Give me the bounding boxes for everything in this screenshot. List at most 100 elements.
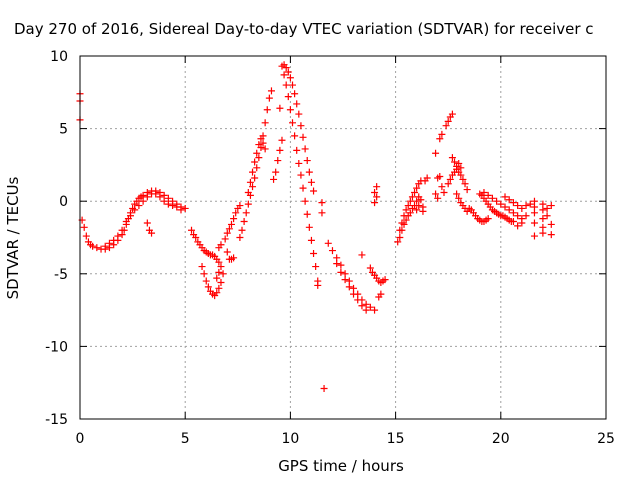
chart-title: Day 270 of 2016, Sidereal Day-to-day VTE… xyxy=(14,20,594,38)
data-point xyxy=(413,197,421,205)
data-points xyxy=(76,61,555,393)
data-point xyxy=(225,225,233,233)
data-point xyxy=(126,212,134,220)
data-point xyxy=(249,168,257,176)
data-point xyxy=(263,106,271,114)
data-point xyxy=(173,203,181,211)
data-point xyxy=(434,194,442,202)
data-point xyxy=(377,290,385,298)
data-point xyxy=(419,203,427,211)
data-point xyxy=(80,223,88,231)
data-point xyxy=(371,188,379,196)
data-point xyxy=(371,199,379,207)
data-point xyxy=(143,193,151,201)
data-point xyxy=(457,164,465,172)
x-tick-labels: 0 5 10 15 20 25 xyxy=(76,431,615,447)
data-point xyxy=(539,229,547,237)
data-point xyxy=(244,188,252,196)
data-point xyxy=(396,234,404,241)
data-point xyxy=(303,210,311,218)
x-tick-label: 25 xyxy=(597,431,615,447)
data-point xyxy=(286,74,294,82)
data-point xyxy=(501,193,509,201)
plot-frame xyxy=(79,55,607,420)
data-point xyxy=(345,283,353,291)
data-point xyxy=(423,174,431,182)
data-point xyxy=(406,197,414,205)
data-point xyxy=(213,289,221,297)
data-point xyxy=(505,206,513,214)
data-point xyxy=(257,135,265,143)
data-point xyxy=(337,261,345,269)
data-point xyxy=(192,234,200,241)
data-point xyxy=(230,254,238,262)
data-point xyxy=(514,212,522,220)
data-point xyxy=(259,139,267,147)
data-point xyxy=(280,71,288,79)
data-point xyxy=(105,239,113,247)
data-point xyxy=(219,270,227,278)
data-point xyxy=(221,235,229,243)
data-point xyxy=(198,263,206,271)
data-point xyxy=(448,110,456,118)
x-tick-label: 15 xyxy=(387,431,405,447)
data-point xyxy=(543,212,551,220)
data-point xyxy=(371,306,379,314)
data-point xyxy=(402,216,410,224)
data-point xyxy=(215,284,223,292)
data-point xyxy=(122,218,130,226)
data-point xyxy=(514,222,522,230)
data-point xyxy=(461,180,469,188)
data-point xyxy=(202,277,210,285)
data-point xyxy=(276,104,284,112)
data-point xyxy=(444,180,452,188)
data-point xyxy=(362,306,370,314)
data-point xyxy=(135,202,143,210)
data-point xyxy=(240,218,248,226)
data-point xyxy=(328,247,336,255)
data-point xyxy=(484,215,492,223)
data-point xyxy=(101,242,109,250)
data-point xyxy=(299,184,307,192)
y-tick-label: -10 xyxy=(45,339,68,355)
data-point xyxy=(310,187,318,195)
data-point xyxy=(518,204,526,212)
data-point xyxy=(143,219,151,227)
data-point xyxy=(261,145,269,153)
data-point xyxy=(297,122,305,130)
data-point xyxy=(497,200,505,208)
data-point xyxy=(453,190,461,198)
data-point xyxy=(432,190,440,198)
data-point xyxy=(373,193,381,201)
data-point xyxy=(402,206,410,214)
x-tick-label: 0 xyxy=(76,431,85,447)
data-point xyxy=(509,218,517,226)
data-point xyxy=(381,276,389,284)
data-point xyxy=(217,241,225,249)
data-point xyxy=(547,231,555,239)
data-point xyxy=(318,209,326,217)
data-point xyxy=(282,64,290,72)
y-tick-label: 10 xyxy=(50,49,68,65)
y-tick-labels: -15 -10 -5 0 5 10 xyxy=(45,49,68,428)
data-point xyxy=(354,296,362,304)
data-point xyxy=(223,248,231,256)
data-point xyxy=(417,196,425,204)
data-point xyxy=(539,206,547,214)
data-point xyxy=(253,149,261,157)
data-point xyxy=(156,193,164,201)
data-point xyxy=(446,175,454,183)
data-point xyxy=(251,174,259,182)
data-point xyxy=(139,197,147,205)
data-point xyxy=(436,135,444,143)
data-point xyxy=(272,168,280,176)
data-point xyxy=(463,186,471,194)
data-point xyxy=(310,249,318,257)
data-point xyxy=(366,264,374,272)
y-tick-label: -5 xyxy=(54,267,68,283)
data-point xyxy=(284,68,292,76)
data-point xyxy=(543,204,551,212)
data-point xyxy=(261,119,269,127)
data-point xyxy=(307,178,315,186)
